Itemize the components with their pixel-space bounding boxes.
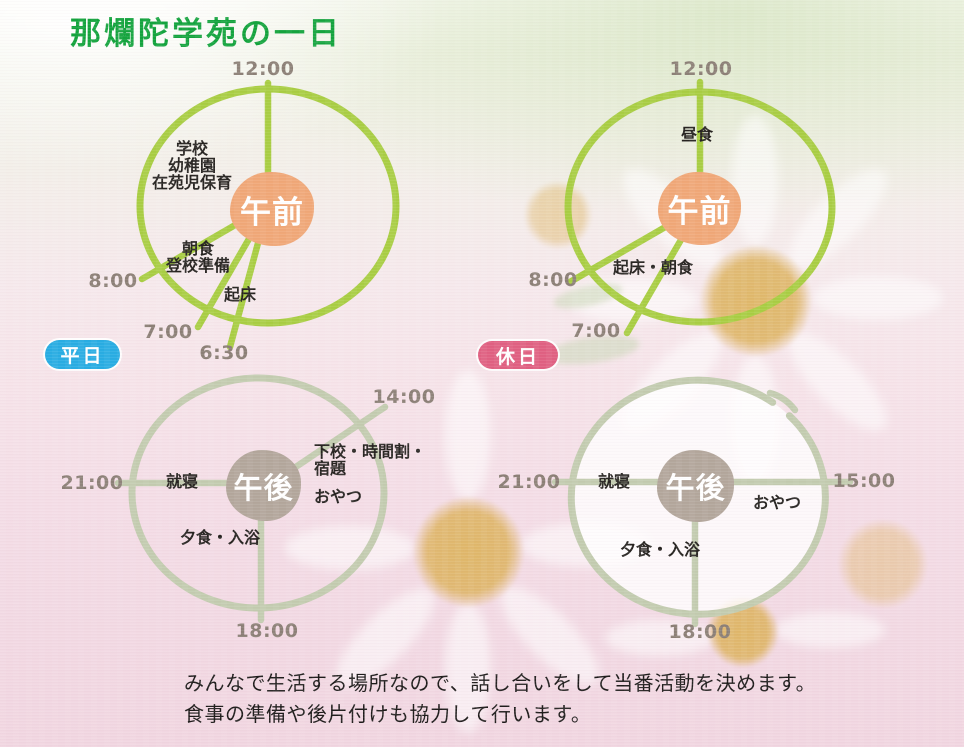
period-text: 午後: [665, 471, 726, 505]
flower-center: [700, 246, 812, 356]
time-label-1800: 18:00: [235, 620, 299, 642]
activity-label-wakeup: 起床: [224, 285, 257, 304]
time-label-1800: 18:00: [668, 621, 732, 643]
time-label-0800: 8:00: [88, 270, 138, 292]
activity-label-dinner-bath: 夕食・入浴: [180, 528, 261, 547]
period-text: 午前: [667, 194, 732, 230]
time-label-0700: 7:00: [571, 320, 621, 342]
period-label-weekday-am: 午前: [230, 172, 314, 246]
weekday-badge-text: 平日: [60, 345, 105, 367]
flower-petal: [775, 612, 885, 648]
flower-center: [524, 181, 592, 249]
time-label-2100: 21:00: [497, 471, 561, 493]
activity-label-snack: おやつ: [753, 493, 802, 512]
flower-petal: [445, 370, 491, 500]
flower-petal: [285, 526, 415, 570]
time-label-0800: 8:00: [528, 269, 578, 291]
activity-label-dinner-bath: 夕食・入浴: [620, 540, 701, 559]
period-label-weekday-pm: 午後: [226, 450, 301, 521]
footer-note-line1: みんなで生活する場所なので、話し合いをして当番活動を決めます。: [184, 671, 817, 695]
time-label-1200: 12:00: [669, 58, 733, 80]
holiday-badge: 休日: [478, 341, 558, 369]
footer-note: みんなで生活する場所なので、話し合いをして当番活動を決めます。 食事の準備や後片…: [184, 668, 816, 730]
flower-center: [413, 497, 524, 607]
period-text: 午前: [240, 194, 304, 231]
activity-label-breakfast-prep: 朝食 登校準備: [165, 239, 231, 275]
time-label-1400: 14:00: [372, 386, 436, 408]
clock-circle: [567, 376, 829, 618]
time-label-0700: 7:00: [143, 321, 193, 343]
time-label-1200: 12:00: [231, 58, 295, 80]
flower-petal: [732, 115, 778, 245]
holiday-badge-text: 休日: [495, 345, 540, 368]
activity-label-wakeup-breakfast: 起床・朝食: [613, 258, 694, 277]
weekday-badge: 平日: [45, 340, 120, 369]
footer-note-line2: 食事の準備や後片付けも協力して行います。: [184, 702, 592, 726]
activity-label-lunch: 昼食: [680, 125, 714, 144]
activity-label-after-school-homework: 下校・時間割・ 宿題: [314, 442, 427, 478]
time-label-1500: 15:00: [832, 470, 896, 492]
activity-label-snack: おやつ: [314, 487, 363, 506]
flower-center: [838, 520, 928, 608]
activity-label-bedtime: 就寝: [598, 472, 631, 491]
period-label-holiday-am: 午前: [658, 172, 741, 245]
clock-circle-stroke-hook: [766, 389, 799, 414]
period-text: 午後: [233, 470, 294, 505]
page-title: 那爛陀学苑の一日: [70, 16, 342, 52]
time-label-2100: 21:00: [60, 472, 124, 494]
flower-petal: [813, 276, 943, 320]
flower-petal: [445, 603, 491, 733]
weekday-am-clock-face: [136, 79, 400, 351]
time-label-0630: 6:30: [199, 342, 249, 364]
activity-label-bedtime: 就寝: [166, 472, 199, 491]
activity-label-school: 学校 幼稚園 在苑児保育: [151, 139, 233, 192]
period-label-holiday-pm: 午後: [657, 450, 734, 522]
